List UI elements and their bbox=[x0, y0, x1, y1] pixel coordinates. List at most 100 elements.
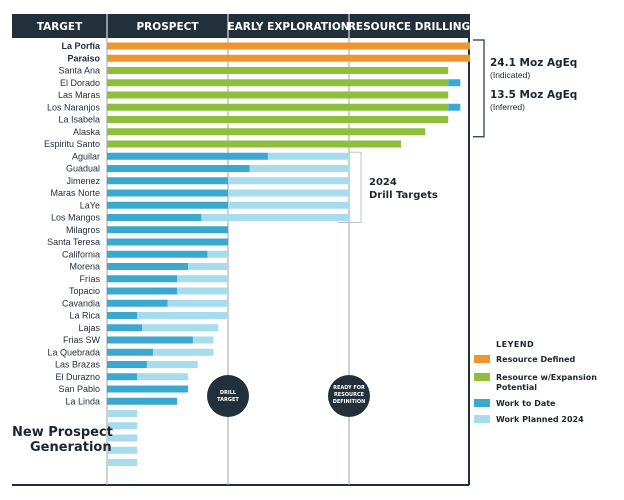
bar-segment-resource-defined bbox=[107, 42, 470, 50]
inferred-total-sub: (Inferred) bbox=[490, 102, 525, 112]
header-early-exploration: EARLY EXPLORATION bbox=[227, 21, 349, 33]
row-label: La Linda bbox=[65, 396, 100, 406]
bar-segment-resource-expansion bbox=[107, 128, 426, 136]
bar-segment-work-planned bbox=[152, 348, 214, 356]
bar-segment-work-planned bbox=[192, 336, 214, 344]
bar-segment-work-to-date bbox=[107, 165, 250, 172]
milestone-circles: DRILL TARGET READY FOR RESOURCE DEFINITI… bbox=[207, 375, 370, 417]
legend-swatch-work-planned bbox=[474, 415, 490, 423]
bar-segment-work-to-date bbox=[448, 79, 461, 87]
row-label: Las Brazas bbox=[55, 360, 101, 370]
drill-targets-year: 2024 bbox=[369, 177, 397, 188]
row-label: La Isabela bbox=[58, 115, 100, 125]
bar-segment-work-to-date bbox=[107, 397, 178, 405]
resource-brace-line bbox=[473, 39, 485, 138]
ready-resource-text-1: READY FOR bbox=[333, 385, 365, 391]
row-label: El Dorado bbox=[60, 78, 100, 88]
bar-segment-work-to-date bbox=[107, 348, 153, 356]
row-label: Espiritu Santo bbox=[44, 139, 100, 149]
bar-segment-work-planned bbox=[142, 324, 219, 332]
bars-group bbox=[107, 42, 470, 466]
bar-segment-resource-expansion bbox=[107, 67, 449, 74]
bar-segment-work-to-date bbox=[107, 287, 178, 295]
bar-segment-work-planned bbox=[249, 165, 349, 172]
bar-segment-resource-expansion bbox=[107, 116, 449, 123]
bar-segment-work-to-date bbox=[107, 385, 189, 393]
bar-segment-work-planned bbox=[177, 287, 228, 295]
drill-targets-brace bbox=[337, 151, 362, 223]
drill-targets-brace-line bbox=[337, 151, 362, 223]
row-label: Guadual bbox=[66, 164, 100, 174]
header-resource-drilling: RESOURCE DRILLING bbox=[348, 21, 470, 33]
bar-segment-work-to-date bbox=[107, 152, 268, 160]
drill-target-text-1: DRILL bbox=[220, 390, 237, 396]
legend-label: Resource Defined bbox=[496, 355, 576, 364]
header-prospect: PROSPECT bbox=[136, 21, 199, 33]
bar-segment-work-to-date bbox=[107, 201, 228, 209]
bar-segment-work-to-date bbox=[107, 324, 143, 332]
bar-segment-work-to-date bbox=[107, 250, 208, 258]
bar-segment-work-to-date bbox=[107, 373, 138, 381]
row-label: Frías bbox=[79, 274, 100, 284]
bar-segment-resource-expansion bbox=[107, 140, 402, 148]
row-label: Topacio bbox=[69, 286, 100, 296]
bar-segment-work-planned bbox=[107, 434, 138, 442]
bar-segment-work-planned bbox=[207, 250, 228, 258]
inferred-total-label: 13.5 Moz AgEq bbox=[490, 89, 577, 101]
new-prospect-line-2: Generation bbox=[30, 440, 112, 455]
drill-target-circle bbox=[207, 375, 249, 417]
bar-segment-work-to-date bbox=[107, 336, 193, 344]
bar-segment-work-planned bbox=[137, 373, 189, 381]
row-label: Santa Teresa bbox=[47, 237, 100, 247]
row-label: San Pablo bbox=[58, 384, 100, 394]
legend-title: LEYEND bbox=[496, 340, 534, 349]
legend-swatch-work-to-date bbox=[474, 399, 490, 407]
row-label: La Quebrada bbox=[47, 347, 100, 357]
row-labels-group: La Porfía Paraiso Santa Ana El Dorado Las Ma… bbox=[44, 41, 101, 406]
bar-segment-work-planned bbox=[137, 312, 228, 319]
bar-segment-work-planned bbox=[107, 446, 138, 454]
row-label: La Porfía bbox=[61, 41, 101, 51]
drill-targets-label: Drill Targets bbox=[369, 190, 438, 201]
row-label: Maras Norte bbox=[50, 188, 100, 198]
row-label: Morena bbox=[69, 262, 100, 272]
bar-segment-work-planned bbox=[167, 299, 228, 307]
bar-segment-work-planned bbox=[201, 214, 349, 221]
bar-segment-work-planned bbox=[146, 361, 198, 368]
bar-segment-work-to-date bbox=[107, 361, 147, 368]
bar-segment-work-planned bbox=[267, 152, 349, 160]
legend-swatch-resource-expansion bbox=[474, 373, 490, 381]
bar-segment-work-to-date bbox=[107, 263, 189, 270]
bar-segment-work-planned bbox=[107, 459, 138, 466]
row-label: Cavandia bbox=[62, 298, 100, 308]
bar-segment-work-to-date bbox=[107, 312, 138, 319]
resource-total-sub: (Indicated) bbox=[490, 70, 530, 80]
bar-segment-work-to-date bbox=[107, 177, 228, 185]
bar-segment-work-planned bbox=[188, 263, 228, 270]
header-background bbox=[12, 14, 470, 38]
row-label: Frias SW bbox=[63, 335, 101, 345]
row-label: Milagros bbox=[66, 225, 101, 235]
drill-target-text-2: TARGET bbox=[217, 397, 239, 403]
resource-total-label: 24.1 Moz AgEq bbox=[490, 57, 577, 69]
bar-segment-work-to-date bbox=[107, 214, 202, 221]
bar-segment-resource-defined bbox=[107, 54, 470, 62]
bar-segment-work-to-date bbox=[107, 238, 228, 246]
bar-segment-work-planned bbox=[107, 410, 138, 417]
row-label: Los Naranjos bbox=[47, 102, 101, 112]
legend-swatch-resource-defined bbox=[474, 355, 490, 363]
ready-resource-text-3: DEFINITION bbox=[333, 399, 366, 405]
row-label: La Rica bbox=[69, 311, 100, 321]
row-label: Las Maras bbox=[58, 90, 101, 100]
bar-segment-work-to-date bbox=[107, 299, 168, 307]
bar-segment-work-planned bbox=[107, 422, 138, 430]
row-label: Lajas bbox=[78, 323, 100, 333]
legend-label: Work to Date bbox=[496, 399, 556, 408]
resource-brace bbox=[473, 39, 485, 138]
bar-segment-work-planned bbox=[228, 189, 349, 197]
row-label: Paraiso bbox=[67, 53, 100, 63]
ready-resource-circle bbox=[328, 375, 370, 417]
bar-segment-resource-expansion bbox=[107, 103, 449, 111]
header-target: TARGET bbox=[37, 21, 83, 33]
